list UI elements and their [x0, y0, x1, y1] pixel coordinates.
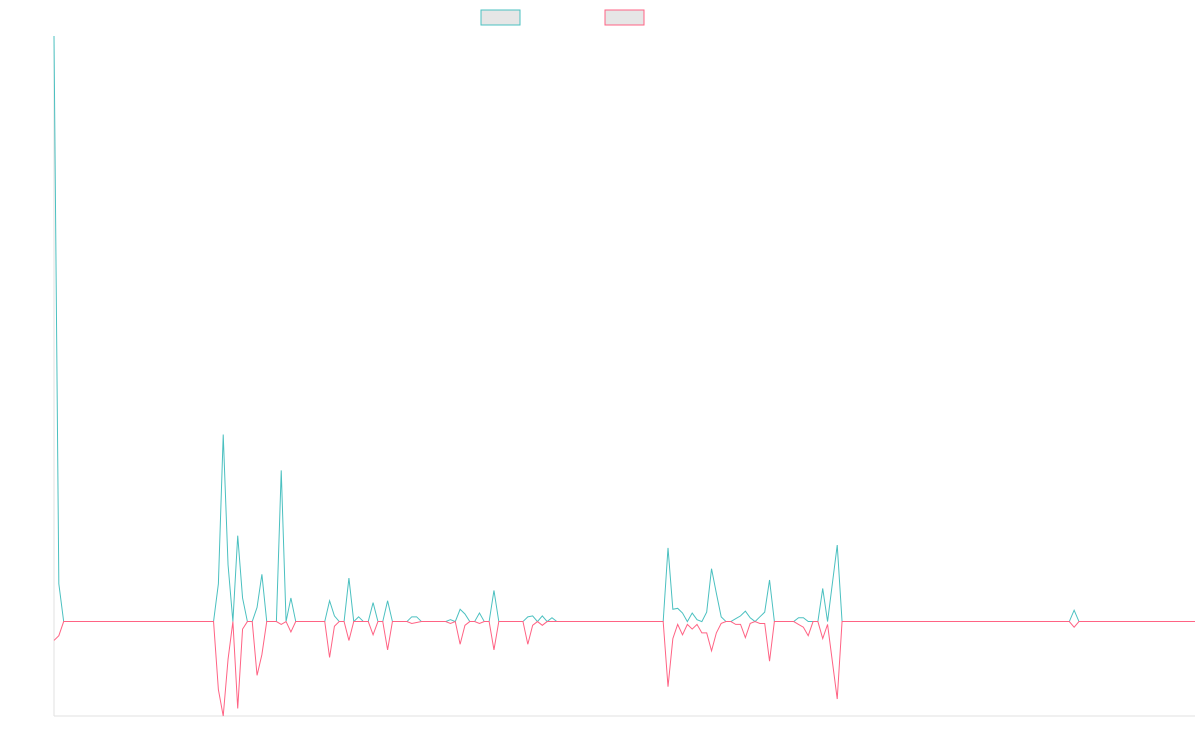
series-line-1 [53, 35, 1195, 623]
series-group [53, 35, 1195, 717]
axes [53, 36, 1195, 717]
legend [480, 9, 645, 26]
legend-swatch-1[interactable] [480, 9, 521, 26]
series-line-2 [53, 620, 1195, 717]
legend-swatch-2[interactable] [604, 9, 645, 26]
